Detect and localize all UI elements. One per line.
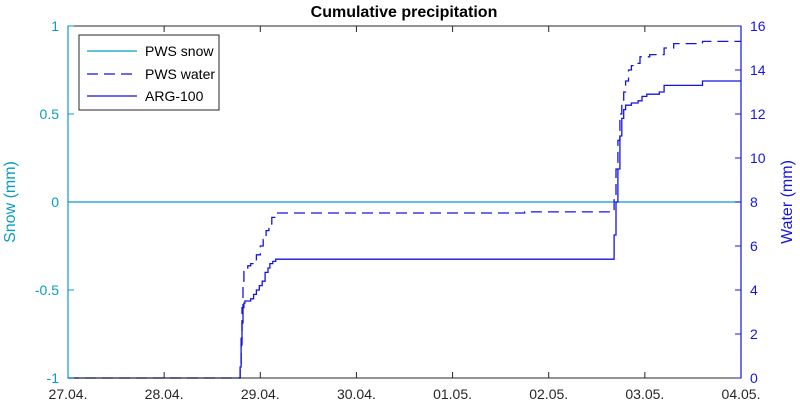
left-y-tick-label: 1 — [51, 18, 59, 34]
series-line-pws-water — [68, 40, 741, 379]
right-y-tick-label: 2 — [750, 326, 758, 342]
left-y-axis: -1 -0.5 0 0.5 1 — [35, 18, 74, 386]
left-y-tick-label: -0.5 — [35, 282, 59, 298]
legend: PWS snow PWS water ARG-100 — [78, 34, 220, 111]
right-y-tick-label: 0 — [750, 370, 758, 386]
x-tick-label: 02.05. — [529, 386, 568, 402]
legend-label-pws-water: PWS water — [145, 66, 215, 82]
left-y-tick-label: 0 — [51, 194, 59, 210]
legend-label-arg-100: ARG-100 — [145, 88, 204, 104]
right-y-tick-label: 14 — [750, 62, 766, 78]
right-y-tick-label: 10 — [750, 150, 766, 166]
x-tick-label: 03.05. — [625, 386, 664, 402]
right-y-tick-label: 4 — [750, 282, 758, 298]
plot-area — [68, 40, 741, 379]
x-tick-label: 28.04. — [145, 386, 184, 402]
x-tick-label: 29.04. — [241, 386, 280, 402]
legend-box — [78, 34, 220, 111]
left-y-axis-label: Snow (mm) — [2, 161, 19, 243]
x-tick-label: 04.05. — [722, 386, 761, 402]
left-y-tick-label: 0.5 — [40, 106, 60, 122]
x-tick-label: 30.04. — [337, 386, 376, 402]
x-axis: 27.04. 28.04. 29.04. 30.04. 01.05. 02.05. 03.0… — [49, 26, 761, 402]
right-y-axis: 0 2 4 6 8 10 12 14 16 — [735, 18, 766, 386]
chart-title: Cumulative precipitation — [311, 4, 498, 21]
right-y-tick-label: 16 — [750, 18, 766, 34]
x-tick-label: 01.05. — [433, 386, 472, 402]
right-y-tick-label: 6 — [750, 238, 758, 254]
left-y-tick-label: -1 — [47, 370, 60, 386]
legend-label-pws-snow: PWS snow — [145, 43, 214, 59]
x-tick-label: 27.04. — [49, 386, 88, 402]
right-y-tick-label: 8 — [750, 194, 758, 210]
right-y-tick-label: 12 — [750, 106, 766, 122]
series-line-arg-100 — [68, 80, 741, 379]
right-y-axis-label: Water (mm) — [779, 160, 796, 244]
